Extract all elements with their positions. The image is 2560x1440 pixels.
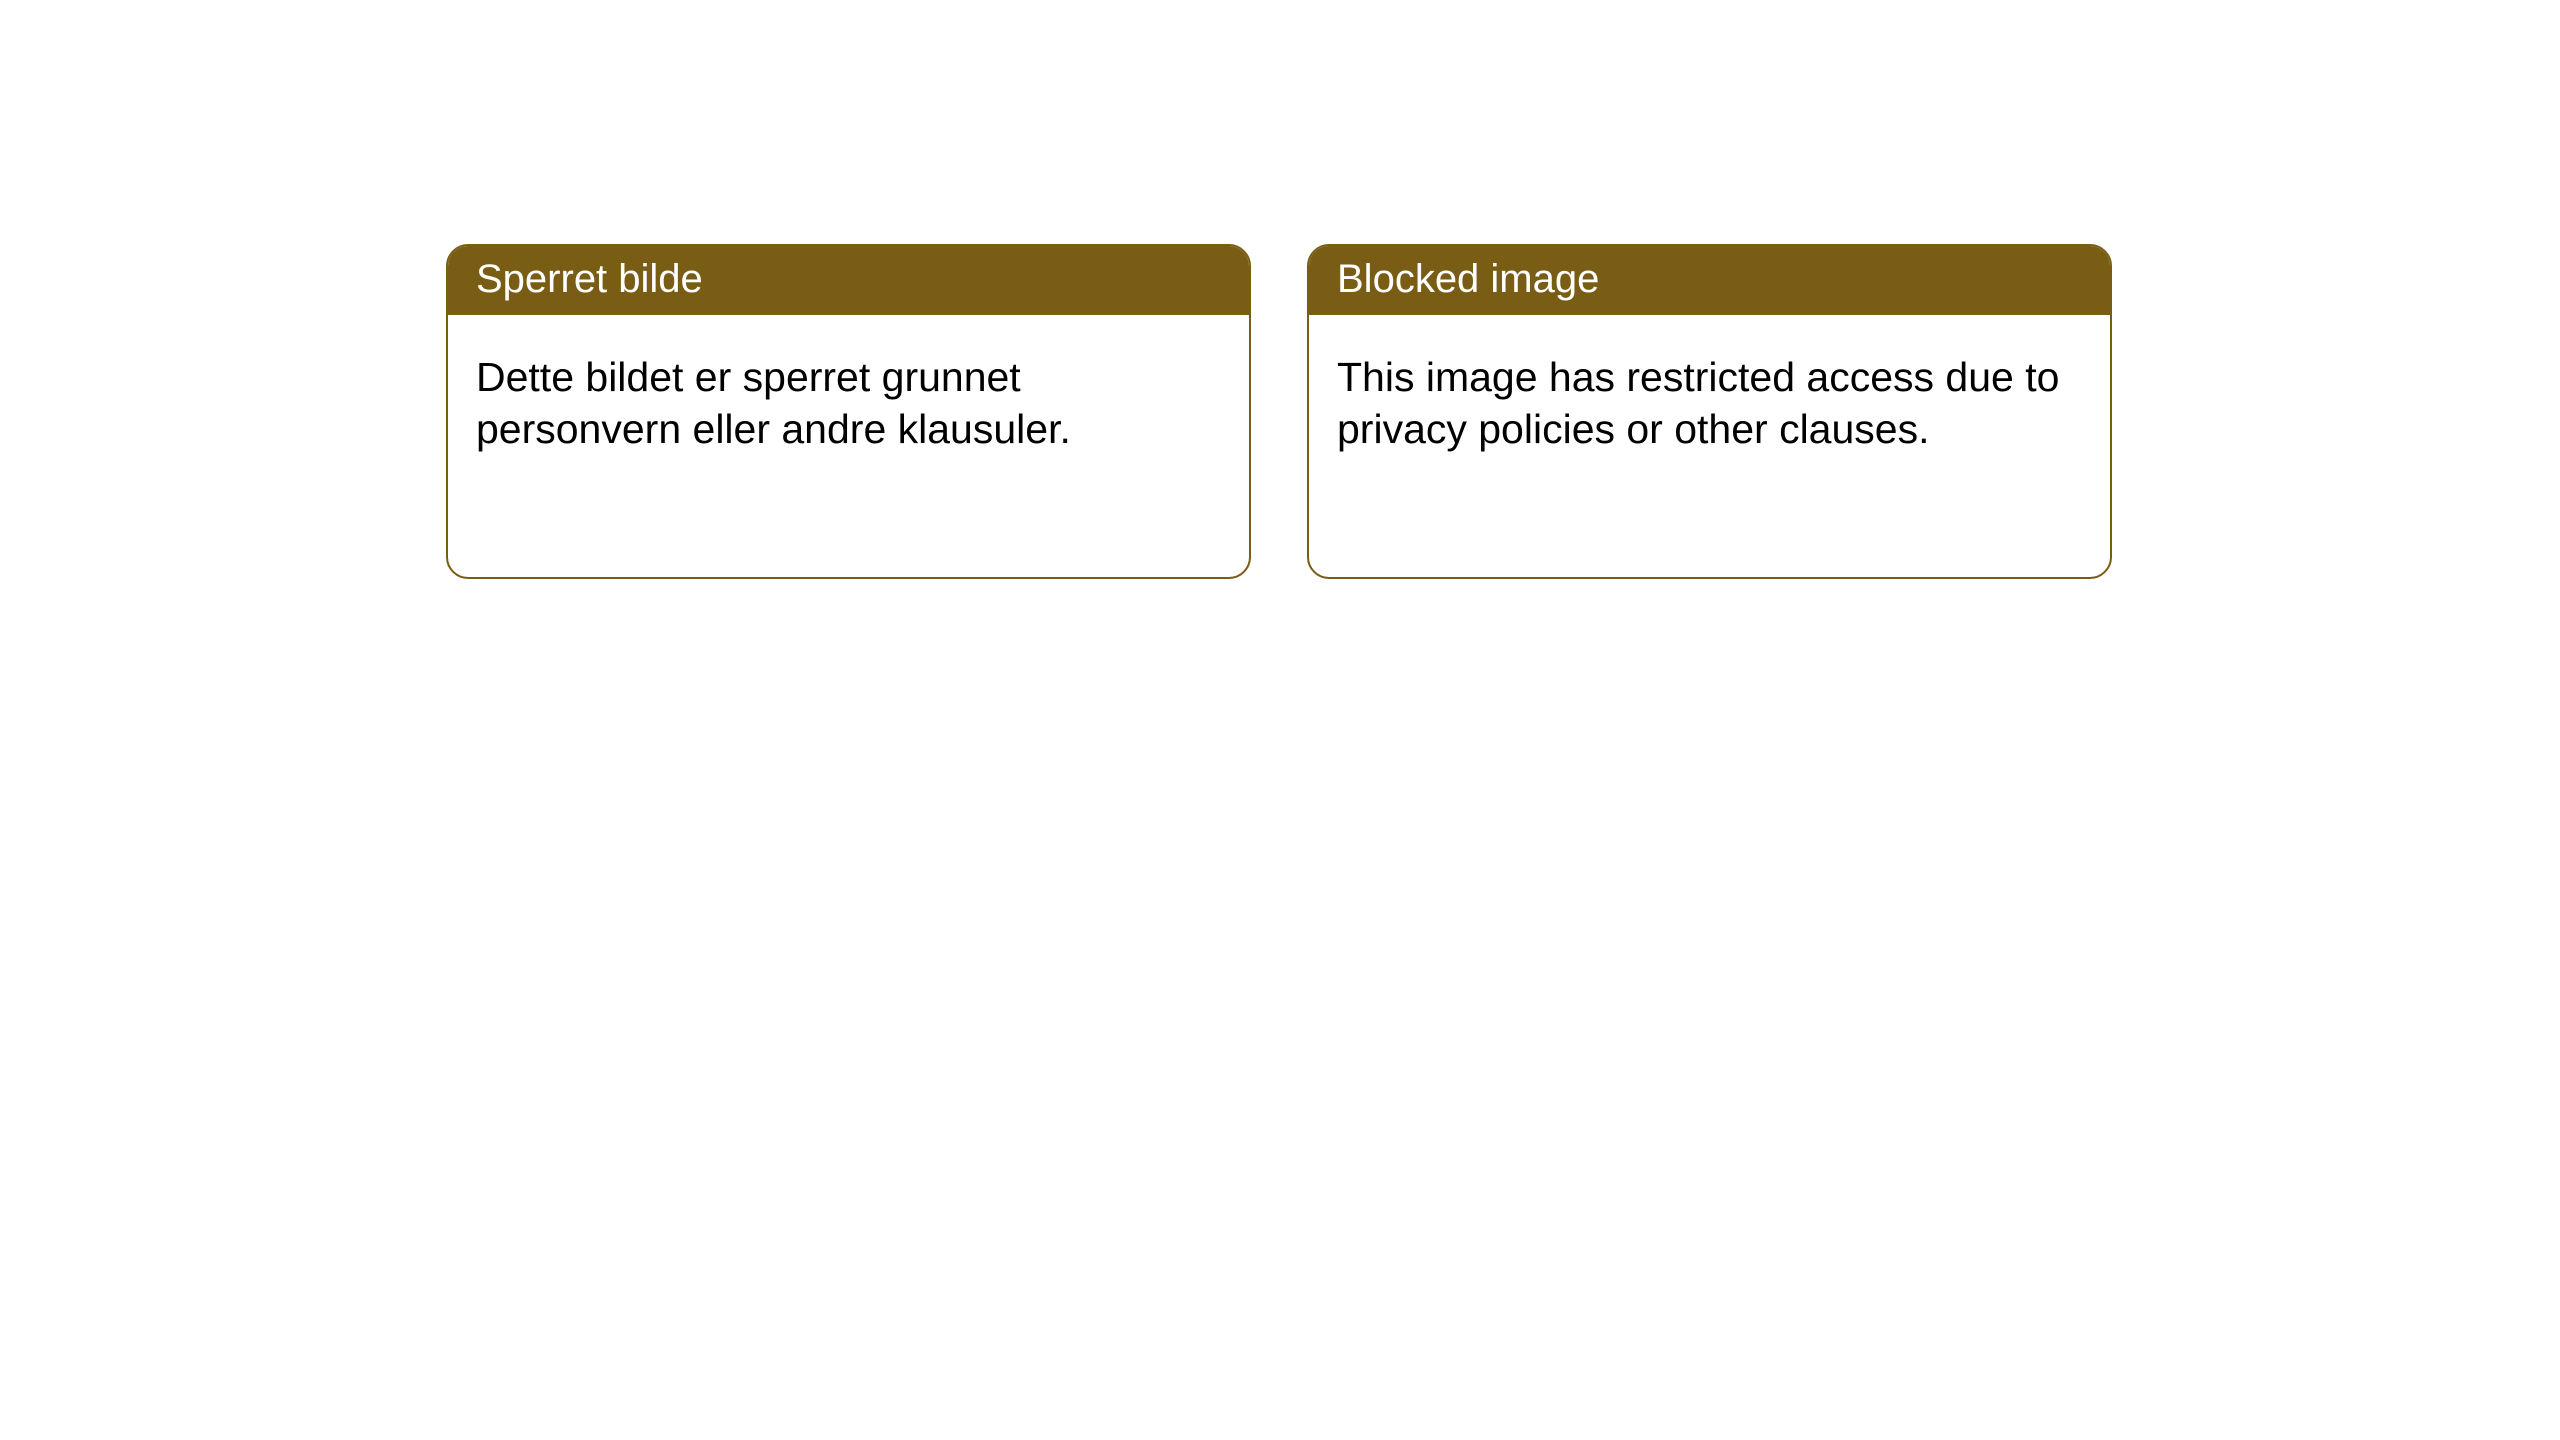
notice-body: Dette bildet er sperret grunnet personve… — [448, 315, 1249, 484]
notice-box-norwegian: Sperret bilde Dette bildet er sperret gr… — [446, 244, 1251, 579]
notice-header: Blocked image — [1309, 246, 2110, 315]
notice-body: This image has restricted access due to … — [1309, 315, 2110, 484]
notice-container: Sperret bilde Dette bildet er sperret gr… — [0, 0, 2560, 579]
notice-box-english: Blocked image This image has restricted … — [1307, 244, 2112, 579]
notice-header: Sperret bilde — [448, 246, 1249, 315]
